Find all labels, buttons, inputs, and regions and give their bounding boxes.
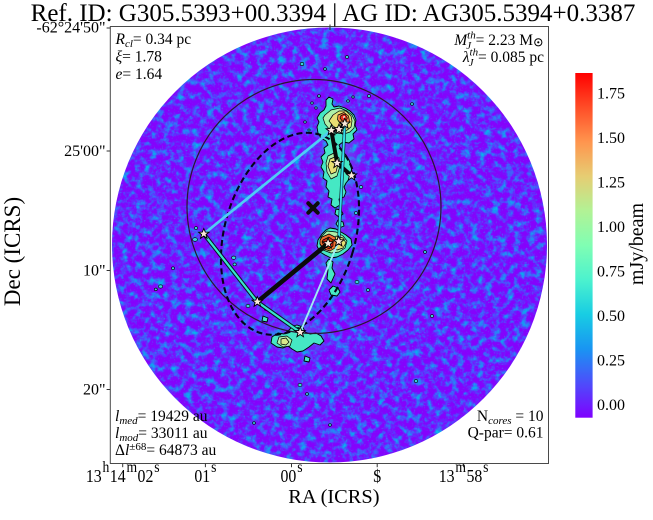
svg-text:Dec (ICRS): Dec (ICRS) (0, 197, 25, 306)
svg-text:lmed= 19429 au: lmed= 19429 au (115, 408, 208, 427)
svg-text:0.25: 0.25 (597, 352, 625, 369)
svg-text:Rcl= 0.34 pc: Rcl= 0.34 pc (115, 31, 192, 50)
svg-text:-62°24'50": -62°24'50" (36, 20, 105, 37)
svg-text:Ref. ID: G305.5393+00.3394 | A: Ref. ID: G305.5393+00.3394 | AG ID: AG30… (31, 0, 636, 27)
svg-text:0.75: 0.75 (597, 263, 625, 280)
svg-text:Q-par= 0.61: Q-par= 0.61 (468, 425, 544, 442)
svg-text:mJy/beam: mJy/beam (626, 202, 648, 285)
svg-text:e= 1.64: e= 1.64 (116, 66, 163, 83)
svg-text:RA (ICRS): RA (ICRS) (288, 486, 379, 508)
svg-text:1.50: 1.50 (597, 130, 625, 147)
svg-text:1.00: 1.00 (597, 219, 625, 236)
svg-text:20": 20" (83, 381, 106, 398)
svg-text:ξ= 1.78: ξ= 1.78 (116, 49, 163, 66)
svg-text:1.75: 1.75 (597, 85, 625, 102)
svg-text:0.50: 0.50 (597, 308, 625, 325)
svg-text:lmod= 33011 au: lmod= 33011 au (115, 425, 208, 444)
svg-text:$: $ (373, 466, 381, 486)
svg-text:0.00: 0.00 (597, 397, 625, 414)
svg-text:1.25: 1.25 (597, 174, 625, 191)
svg-text:10": 10" (83, 262, 106, 279)
svg-text:25'00": 25'00" (64, 143, 105, 160)
